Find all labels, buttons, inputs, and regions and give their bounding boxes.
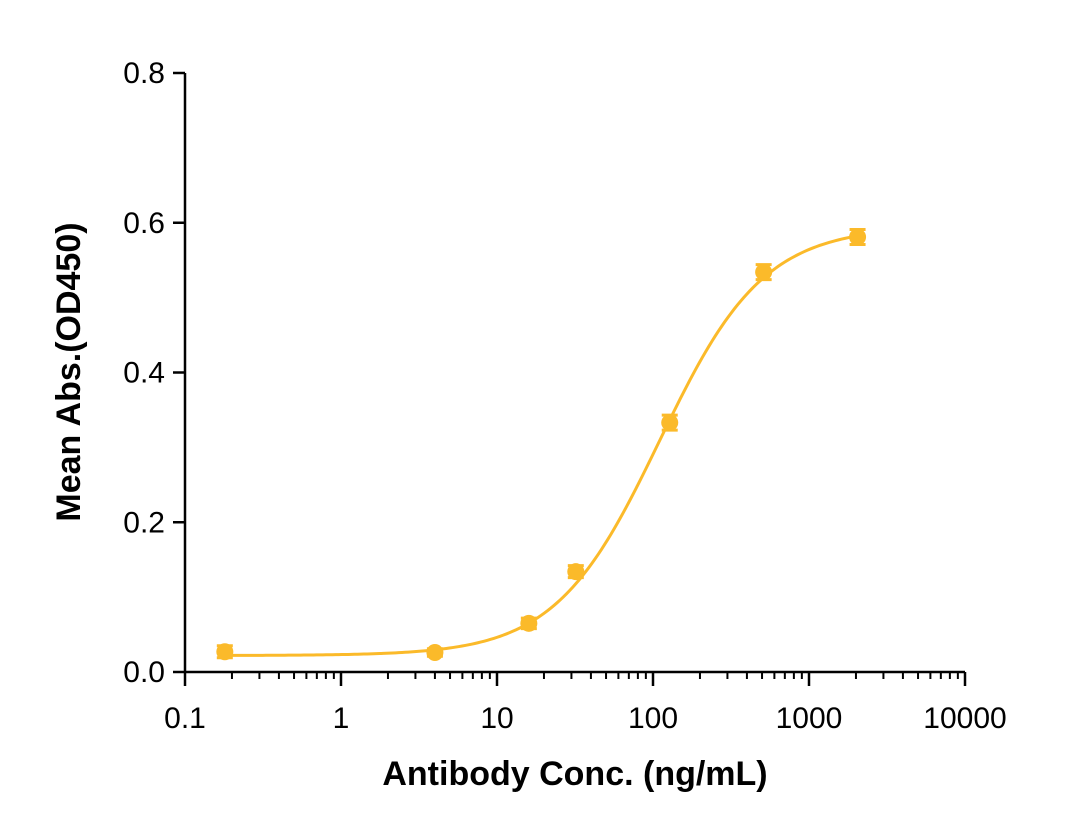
x-tick-label: 10 bbox=[480, 702, 513, 735]
y-tick-label: 0.0 bbox=[123, 656, 165, 689]
y-tick-label: 0.2 bbox=[123, 506, 165, 539]
data-point bbox=[849, 227, 867, 246]
x-axis-title: Antibody Conc. (ng/mL) bbox=[382, 755, 767, 793]
x-axis-ticks: 0.1 1 10 100 1000 10000 bbox=[164, 672, 1007, 735]
x-tick-label: 10000 bbox=[923, 702, 1006, 735]
x-tick-label: 1 bbox=[333, 702, 350, 735]
y-tick-label: 0.8 bbox=[123, 57, 165, 90]
y-tick-label: 0.4 bbox=[123, 357, 165, 390]
data-point-marker bbox=[426, 644, 444, 662]
y-tick-label: 0.6 bbox=[123, 207, 165, 240]
x-tick-label: 0.1 bbox=[164, 702, 206, 735]
data-point-marker bbox=[216, 643, 234, 661]
data-point bbox=[216, 643, 234, 661]
data-point bbox=[520, 614, 538, 632]
y-axis-title: Mean Abs.(OD450) bbox=[50, 222, 88, 521]
data-point-marker bbox=[849, 228, 867, 246]
y-axis-ticks: 0.0 0.2 0.4 0.6 0.8 bbox=[123, 57, 185, 689]
data-point bbox=[661, 413, 679, 432]
x-tick-label: 100 bbox=[628, 702, 678, 735]
data-point bbox=[755, 263, 773, 282]
data-points bbox=[216, 227, 867, 662]
data-point bbox=[426, 644, 444, 662]
x-tick-label: 1000 bbox=[776, 702, 843, 735]
data-point-marker bbox=[520, 614, 538, 632]
data-point-marker bbox=[755, 263, 773, 281]
fit-curve bbox=[224, 234, 858, 657]
data-point-marker bbox=[661, 414, 679, 432]
data-point-marker bbox=[567, 563, 585, 581]
data-point bbox=[567, 563, 585, 581]
